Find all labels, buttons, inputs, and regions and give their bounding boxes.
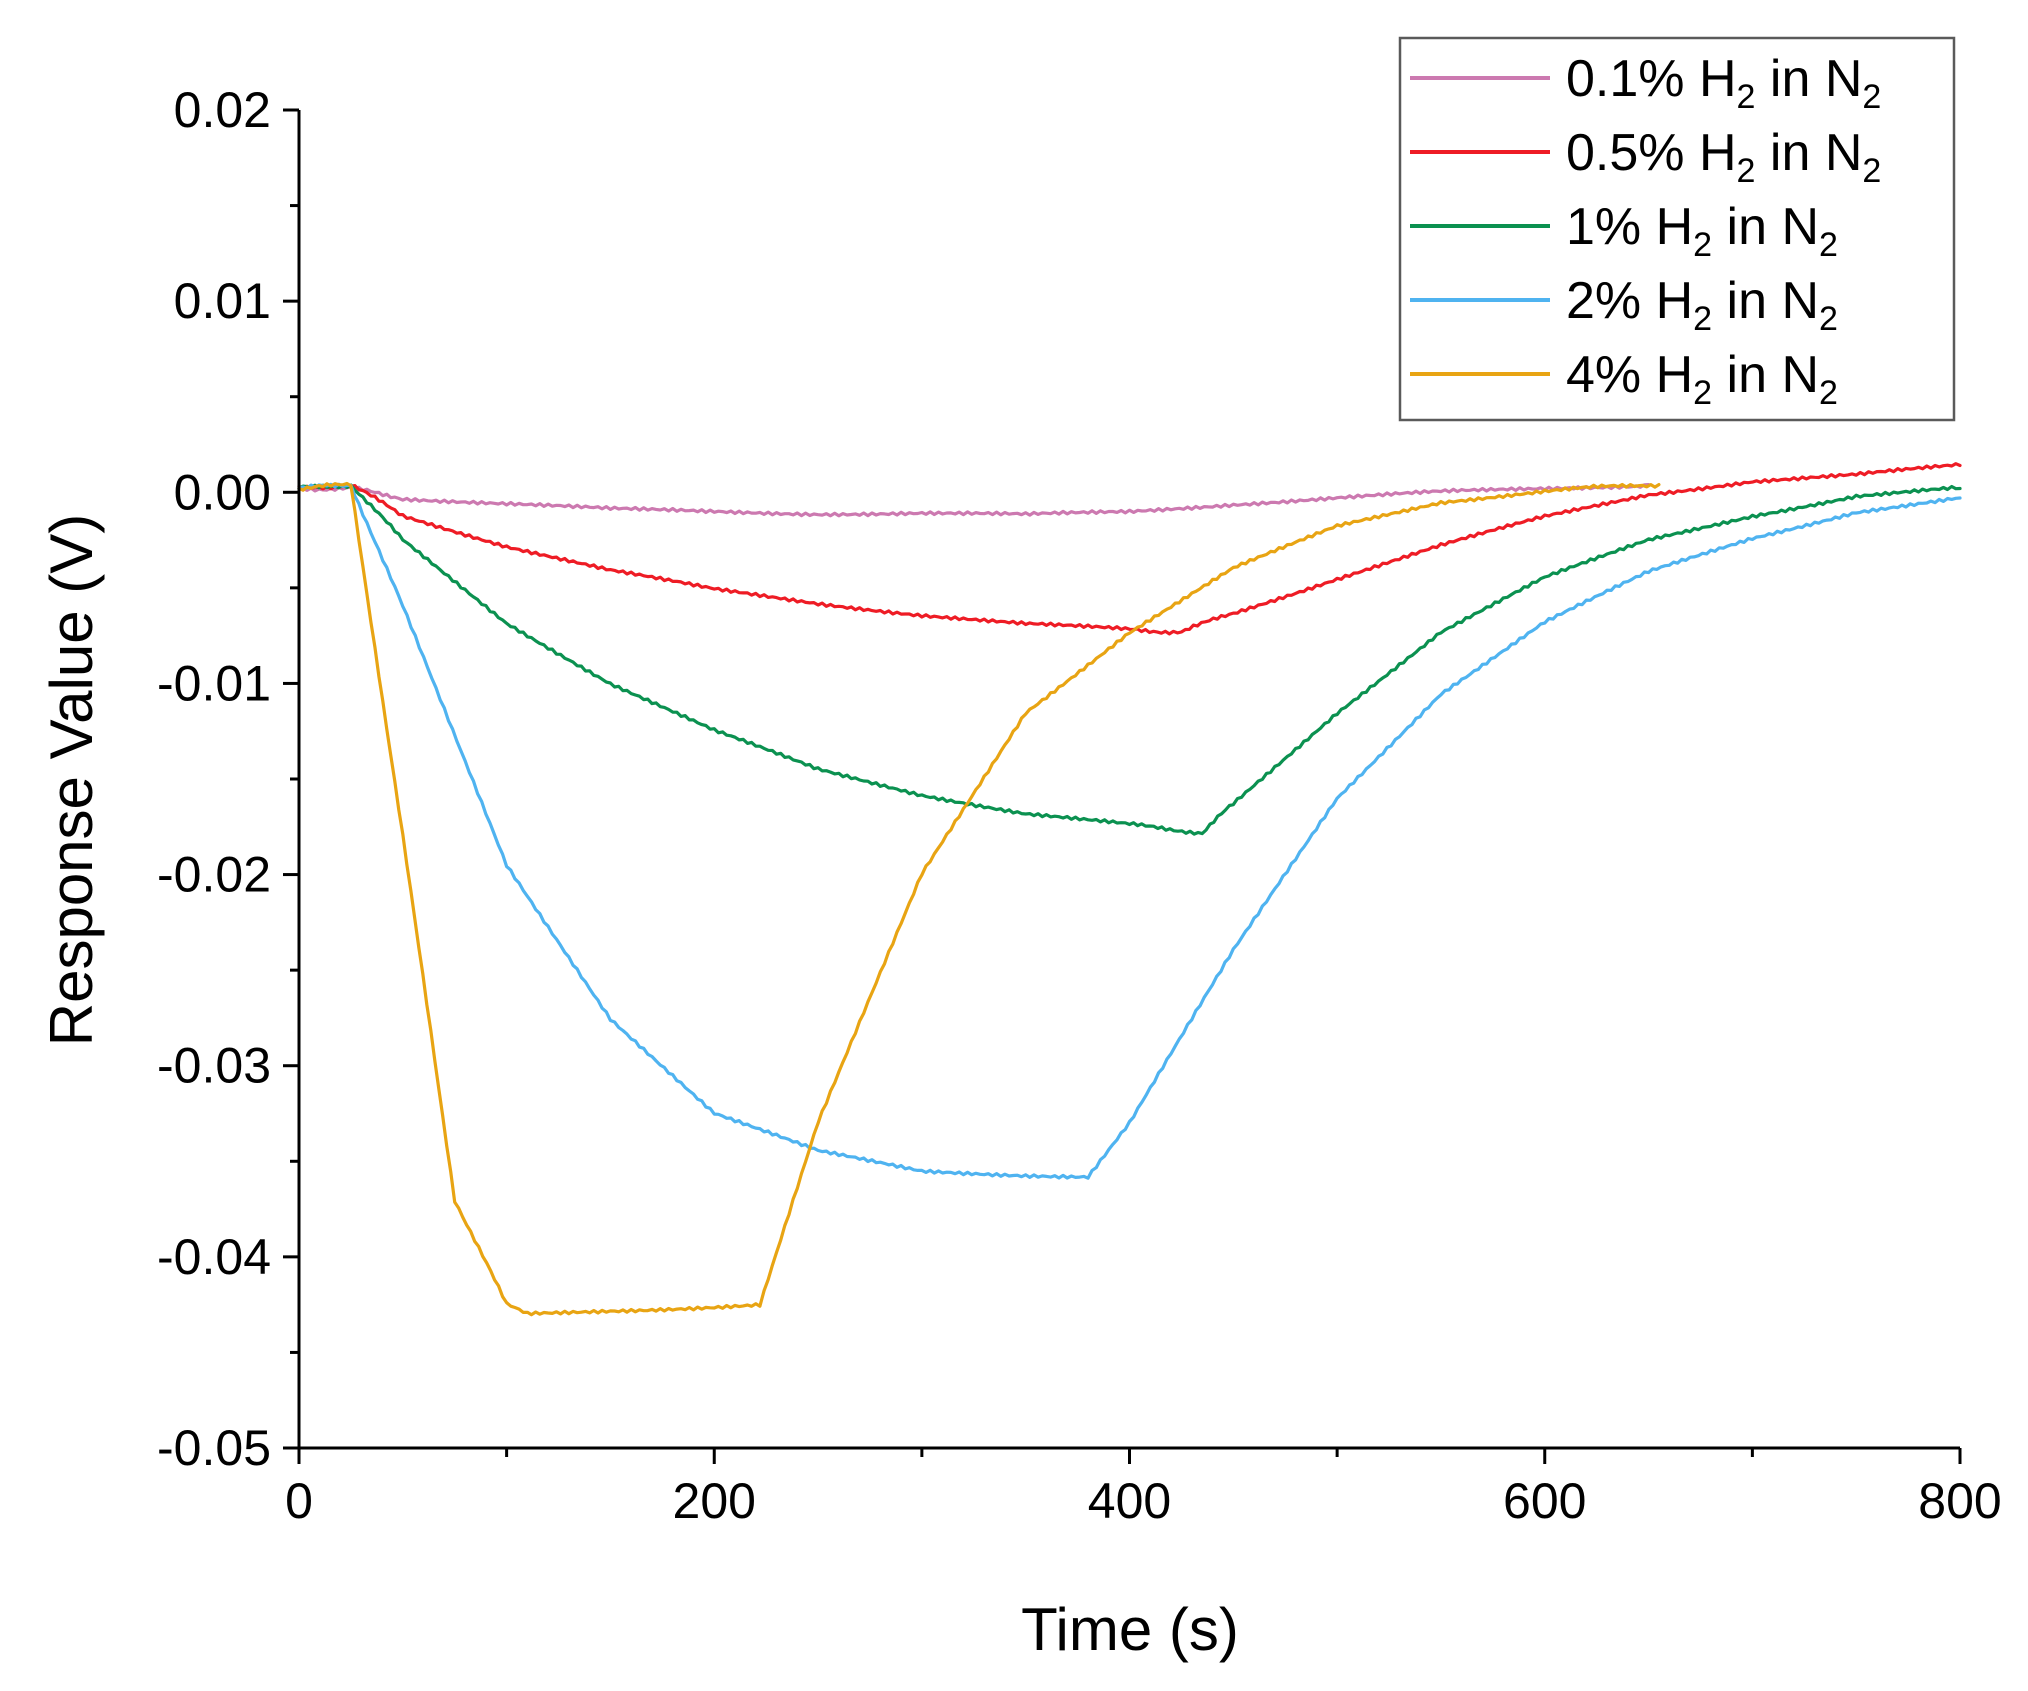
legend-subscript: 2 — [1862, 152, 1881, 190]
y-tick-label: 0.01 — [174, 273, 271, 329]
legend-label-part: 0.1% H — [1566, 50, 1737, 108]
legend-label: 0.1% H2 in N2 — [1566, 50, 1881, 116]
y-tick-label: 0.00 — [174, 464, 271, 520]
series-line-2 — [297, 483, 1962, 836]
legend-subscript: 2 — [1693, 374, 1712, 412]
legend-subscript: 2 — [1737, 152, 1756, 190]
legend-label: 2% H2 in N2 — [1566, 272, 1838, 338]
series-line-1 — [297, 462, 1962, 636]
legend-subscript: 2 — [1693, 300, 1712, 338]
legend-subscript: 2 — [1819, 226, 1838, 264]
series-line-4 — [297, 481, 1661, 1317]
legend-items: 0.1% H2 in N20.5% H2 in N21% H2 in N22% … — [1410, 50, 1881, 412]
y-tick-label: -0.04 — [157, 1229, 271, 1285]
y-tick-label: -0.03 — [157, 1038, 271, 1094]
x-axis-title: Time (s) — [1021, 1596, 1239, 1663]
y-axis-title: Response Value (V) — [38, 514, 105, 1047]
legend-subscript: 2 — [1737, 78, 1756, 116]
x-tick-label: 400 — [1088, 1473, 1171, 1529]
legend-label-part: in N — [1712, 346, 1819, 404]
legend-label-part: in N — [1712, 272, 1819, 330]
legend-label: 0.5% H2 in N2 — [1566, 124, 1881, 190]
legend-subscript: 2 — [1819, 300, 1838, 338]
legend-subscript: 2 — [1862, 78, 1881, 116]
series-line-3 — [297, 482, 1962, 1180]
legend-label-part: 0.5% H — [1566, 124, 1737, 182]
legend-label-part: 1% H — [1566, 198, 1693, 256]
x-tick-label: 800 — [1918, 1473, 2001, 1529]
legend-label-part: in N — [1755, 50, 1862, 108]
y-tick-label: -0.01 — [157, 655, 271, 711]
legend-subscript: 2 — [1819, 374, 1838, 412]
legend-box — [1398, 36, 1956, 422]
x-ticks: 0 200 400 600 800 — [285, 1448, 2002, 1529]
legend-label: 4% H2 in N2 — [1566, 346, 1838, 412]
y-tick-label: 0.02 — [174, 82, 271, 138]
y-tick-label: -0.02 — [157, 847, 271, 903]
legend-subscript: 2 — [1693, 226, 1712, 264]
series-layer — [297, 462, 1962, 1317]
y-ticks: 0.02 0.01 0.00 -0.01 -0.02 -0.03 -0.04 -0.05 — [157, 82, 299, 1476]
x-tick-label: 600 — [1503, 1473, 1586, 1529]
legend-label-part: 2% H — [1566, 272, 1693, 330]
legend: 0.1% H2 in N20.5% H2 in N21% H2 in N22% … — [1398, 36, 1956, 422]
x-tick-label: 0 — [285, 1473, 313, 1529]
legend-label: 1% H2 in N2 — [1566, 198, 1838, 264]
y-tick-label: -0.05 — [157, 1420, 271, 1476]
legend-label-part: in N — [1712, 198, 1819, 256]
legend-label-part: 4% H — [1566, 346, 1693, 404]
series-line-0 — [297, 483, 1651, 518]
legend-label-part: in N — [1755, 124, 1862, 182]
x-tick-label: 200 — [673, 1473, 756, 1529]
